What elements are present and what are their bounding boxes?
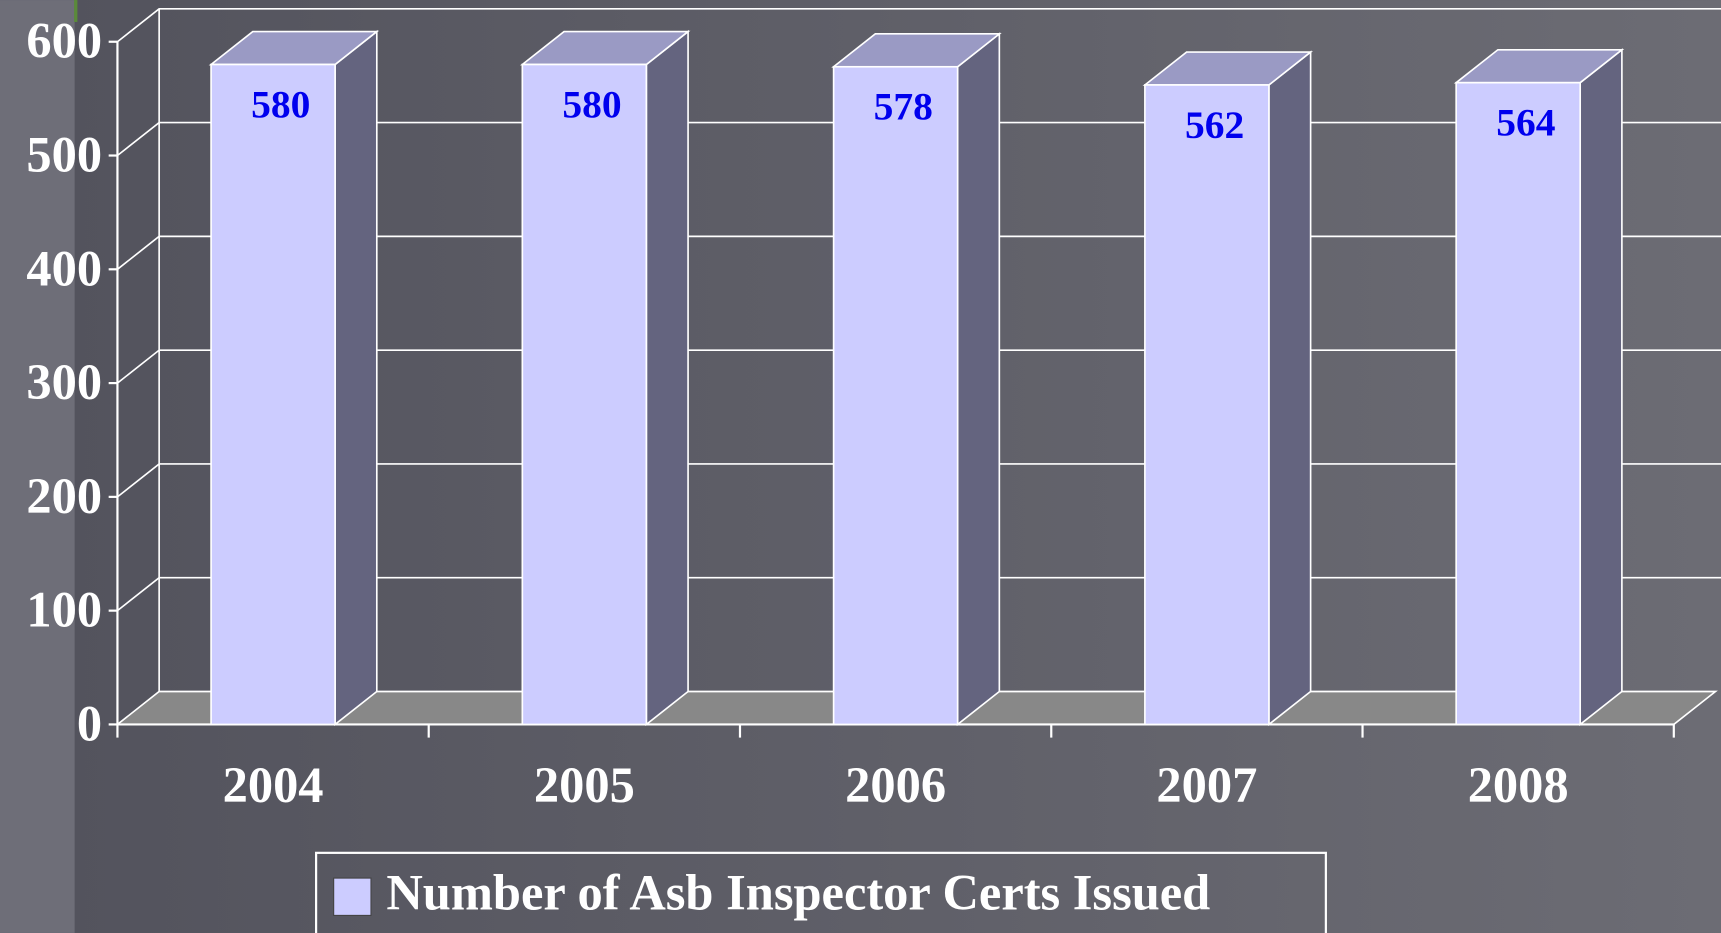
bar-side: [1579, 48, 1623, 727]
y-tick-label: 0: [77, 695, 102, 751]
bar: [210, 63, 336, 726]
data-label: 580: [562, 82, 621, 126]
bar-side: [956, 32, 1001, 727]
grid-line: [116, 7, 1721, 43]
bar: [832, 65, 959, 726]
bar: [1144, 84, 1270, 726]
x-tick-label: 2007: [1156, 757, 1257, 813]
y-tick-label: 600: [26, 13, 102, 69]
y-tick-label: 200: [26, 468, 102, 524]
y-tick-label: 400: [26, 240, 102, 296]
y-tick-label: 500: [26, 126, 102, 182]
x-tick-label: 2004: [223, 757, 324, 813]
data-label: 562: [1185, 103, 1244, 147]
bar-side: [645, 29, 689, 727]
x-tick-label: 2006: [845, 757, 946, 813]
x-tick-label: 2008: [1468, 757, 1569, 813]
data-label: 580: [251, 82, 310, 126]
data-label: 564: [1496, 101, 1556, 145]
bar-side: [334, 29, 378, 727]
bar: [521, 63, 648, 726]
legend-label: Number of Asb Inspector Certs Issued: [386, 864, 1210, 920]
y-tick-label: 100: [26, 582, 102, 638]
x-tick-label: 2005: [534, 757, 635, 813]
legend-box: [315, 851, 1327, 933]
bar-side: [1268, 50, 1312, 727]
y-tick-label: 300: [26, 354, 102, 410]
plot-area: 0 100 200 300 400 500 600 2004 580 2005 580 2006 578…: [26, 7, 1721, 813]
legend: Number of Asb Inspector Certs Issued: [315, 851, 1327, 933]
side-strip: [0, 0, 75, 933]
legend-swatch: [333, 877, 372, 916]
bar: [1455, 81, 1582, 726]
data-label: 578: [874, 85, 933, 129]
